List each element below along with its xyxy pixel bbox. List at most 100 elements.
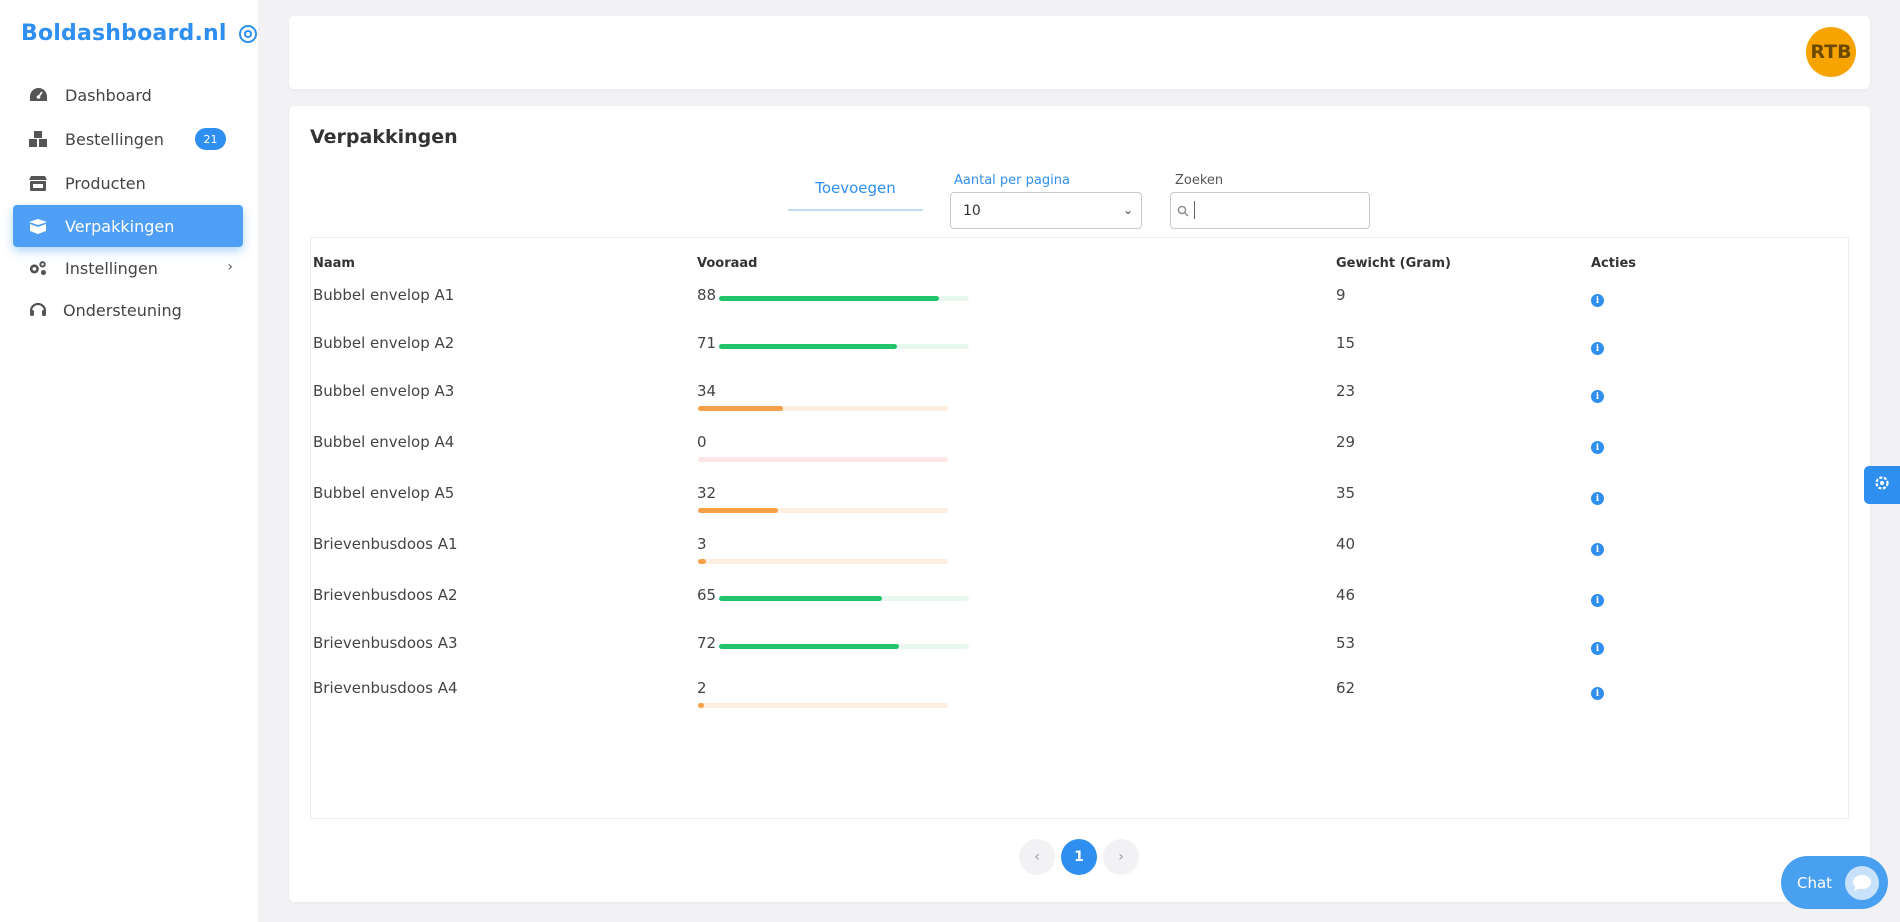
text-caret bbox=[1194, 201, 1195, 219]
packaging-name: Bubbel envelop A3 bbox=[313, 382, 455, 400]
weight-value: 40 bbox=[1336, 535, 1356, 553]
sidebar: Boldashboard.nl Dashboard Bestellingen 2… bbox=[0, 0, 258, 922]
per-page-label: Aantal per pagina bbox=[954, 173, 1070, 188]
stock-progress-fill bbox=[719, 296, 939, 301]
info-icon[interactable]: i bbox=[1591, 441, 1604, 454]
weight-value: 29 bbox=[1336, 433, 1356, 451]
stock-progress-bar bbox=[719, 296, 969, 301]
stock-progress-bar bbox=[719, 344, 969, 349]
stock-progress-bar bbox=[698, 508, 948, 513]
boxes-icon bbox=[28, 130, 48, 148]
column-header-weight[interactable]: Gewicht (Gram) bbox=[1336, 256, 1451, 271]
stock-value: 65 bbox=[697, 586, 717, 604]
sidebar-item-label: Dashboard bbox=[65, 85, 152, 105]
weight-value: 62 bbox=[1336, 679, 1356, 697]
stock-progress-fill bbox=[719, 596, 882, 601]
stock-progress-bar bbox=[698, 559, 948, 564]
stock-value: 0 bbox=[697, 433, 707, 451]
info-icon[interactable]: i bbox=[1591, 294, 1604, 307]
stock-progress-bar bbox=[698, 406, 948, 411]
sidebar-item-label: Instellingen bbox=[65, 258, 158, 278]
packaging-name: Brievenbusdoos A1 bbox=[313, 535, 458, 553]
stock-progress-fill bbox=[698, 406, 783, 411]
per-page-select[interactable]: 10 ⌄ bbox=[950, 192, 1142, 229]
column-header-stock[interactable]: Vooraad bbox=[697, 256, 758, 271]
sidebar-item-producten[interactable]: Producten bbox=[13, 162, 243, 204]
stock-progress-fill bbox=[698, 703, 704, 708]
info-icon[interactable]: i bbox=[1591, 492, 1604, 505]
sidebar-item-ondersteuning[interactable]: Ondersteuning bbox=[13, 289, 243, 331]
weight-value: 9 bbox=[1336, 286, 1346, 304]
column-header-name[interactable]: Naam bbox=[313, 256, 355, 271]
weight-value: 15 bbox=[1336, 334, 1356, 352]
info-icon[interactable]: i bbox=[1591, 342, 1604, 355]
packaging-name: Brievenbusdoos A2 bbox=[313, 586, 458, 604]
info-icon[interactable]: i bbox=[1591, 390, 1604, 403]
store-icon bbox=[28, 174, 48, 192]
info-icon[interactable]: i bbox=[1591, 543, 1604, 556]
packaging-name: Brievenbusdoos A3 bbox=[313, 634, 458, 652]
page-1-button[interactable]: 1 bbox=[1061, 839, 1097, 875]
headset-icon bbox=[28, 301, 48, 319]
gear-icon bbox=[1874, 475, 1890, 495]
chevron-right-icon: › bbox=[227, 259, 233, 275]
per-page-value: 10 bbox=[963, 202, 981, 219]
info-icon[interactable]: i bbox=[1591, 687, 1604, 700]
search-label: Zoeken bbox=[1175, 173, 1224, 188]
packaging-name: Bubbel envelop A1 bbox=[313, 286, 455, 304]
stock-progress-fill bbox=[698, 559, 706, 564]
brand[interactable]: Boldashboard.nl bbox=[21, 21, 257, 46]
gauge-icon bbox=[28, 86, 48, 104]
add-button[interactable]: Toevoegen bbox=[788, 175, 923, 211]
sidebar-item-dashboard[interactable]: Dashboard bbox=[13, 74, 243, 116]
chat-button[interactable]: Chat bbox=[1781, 856, 1888, 909]
sidebar-item-bestellingen[interactable]: Bestellingen 21 bbox=[13, 118, 243, 160]
next-page-button[interactable]: › bbox=[1103, 839, 1139, 875]
search-icon bbox=[1177, 202, 1189, 217]
chat-bubble-icon bbox=[1845, 866, 1879, 900]
stock-progress-bar bbox=[719, 644, 969, 649]
chevron-down-icon: ⌄ bbox=[1122, 203, 1133, 217]
stock-value: 2 bbox=[697, 679, 707, 697]
weight-value: 35 bbox=[1336, 484, 1356, 502]
packaging-name: Bubbel envelop A4 bbox=[313, 433, 455, 451]
stock-progress-bar bbox=[698, 457, 948, 462]
stock-progress-fill bbox=[719, 344, 897, 349]
sidebar-item-instellingen[interactable]: Instellingen › bbox=[13, 247, 243, 289]
stock-value: 72 bbox=[697, 634, 717, 652]
top-header: RTB bbox=[289, 16, 1870, 89]
stock-value: 3 bbox=[697, 535, 707, 553]
theme-settings-button[interactable] bbox=[1864, 466, 1900, 504]
avatar[interactable]: RTB bbox=[1806, 27, 1856, 77]
packaging-panel: Verpakkingen Toevoegen Aantal per pagina… bbox=[289, 106, 1870, 902]
target-icon[interactable] bbox=[238, 24, 257, 43]
stock-progress-bar bbox=[719, 596, 969, 601]
page-title: Verpakkingen bbox=[310, 126, 458, 148]
sidebar-item-label: Ondersteuning bbox=[63, 300, 182, 320]
stock-value: 71 bbox=[697, 334, 717, 352]
stock-progress-bar bbox=[698, 703, 948, 708]
cogs-icon bbox=[28, 259, 48, 277]
stock-progress-fill bbox=[698, 508, 778, 513]
previous-page-button[interactable]: ‹ bbox=[1019, 839, 1055, 875]
packaging-name: Bubbel envelop A5 bbox=[313, 484, 455, 502]
info-icon[interactable]: i bbox=[1591, 594, 1604, 607]
weight-value: 46 bbox=[1336, 586, 1356, 604]
sidebar-item-label: Producten bbox=[65, 173, 146, 193]
sidebar-item-verpakkingen[interactable]: Verpakkingen bbox=[13, 205, 243, 247]
pagination: ‹ 1 › bbox=[1019, 839, 1145, 875]
stock-progress-fill bbox=[719, 644, 899, 649]
brand-name[interactable]: Boldashboard.nl bbox=[21, 21, 227, 46]
stock-value: 88 bbox=[697, 286, 717, 304]
stock-value: 34 bbox=[697, 382, 717, 400]
stock-value: 32 bbox=[697, 484, 717, 502]
weight-value: 53 bbox=[1336, 634, 1356, 652]
sidebar-item-label: Verpakkingen bbox=[65, 216, 175, 236]
info-icon[interactable]: i bbox=[1591, 642, 1604, 655]
sidebar-item-label: Bestellingen bbox=[65, 129, 164, 149]
packaging-name: Brievenbusdoos A4 bbox=[313, 679, 458, 697]
search-input[interactable] bbox=[1170, 192, 1370, 229]
chat-label: Chat bbox=[1797, 873, 1833, 892]
packaging-name: Bubbel envelop A2 bbox=[313, 334, 455, 352]
weight-value: 23 bbox=[1336, 382, 1356, 400]
